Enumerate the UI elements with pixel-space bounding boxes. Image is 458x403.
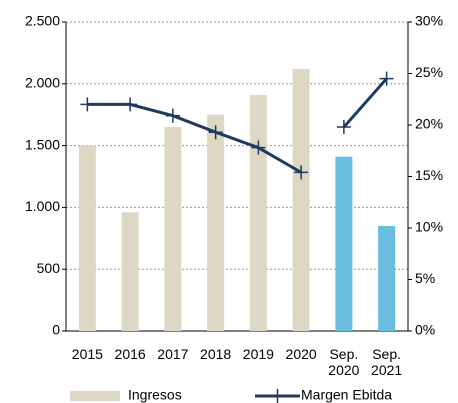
x-tick-label: Sep. 2020	[328, 346, 360, 378]
x-tick-label: 2019	[242, 346, 274, 362]
marker	[294, 165, 309, 180]
bar	[249, 94, 267, 331]
marker	[80, 97, 95, 112]
y2-tick-label: 10%	[415, 219, 443, 235]
y2-tick-label: 30%	[415, 13, 443, 29]
y-tick-label: 0	[52, 322, 60, 338]
marker	[336, 120, 351, 135]
y-tick-label: 1.000	[25, 198, 60, 214]
y-tick-label: 500	[37, 260, 61, 276]
legend-swatch	[70, 391, 120, 401]
x-tick-label: 2018	[200, 346, 232, 362]
marker	[251, 140, 266, 155]
y-tick-label: 1.500	[25, 136, 60, 152]
y2-tick-label: 25%	[415, 64, 443, 80]
x-tick-label: 2017	[157, 346, 189, 362]
y2-tick-label: 20%	[415, 116, 443, 132]
y2-tick-label: 5%	[415, 270, 435, 286]
bar	[78, 145, 96, 331]
x-tick-label: 2015	[71, 346, 103, 362]
bar	[207, 114, 225, 331]
legend-marker	[270, 389, 285, 403]
marker	[123, 97, 138, 112]
y2-tick-label: 0%	[415, 322, 435, 338]
bar	[335, 156, 353, 331]
y-tick-label: 2.000	[25, 75, 60, 91]
x-tick-label: 2016	[114, 346, 146, 362]
bar	[378, 225, 396, 331]
line	[87, 102, 302, 174]
bar	[292, 68, 310, 331]
marker	[165, 108, 180, 123]
legend-label: Ingresos	[128, 387, 182, 403]
y2-tick-label: 15%	[415, 167, 443, 183]
bar	[121, 212, 139, 331]
legend-label: Margen Ebitda	[301, 387, 392, 403]
marker	[379, 71, 394, 86]
x-tick-label: Sep. 2021	[371, 346, 403, 378]
marker	[208, 125, 223, 140]
bar	[164, 127, 182, 331]
line	[342, 77, 388, 129]
x-tick-label: 2020	[285, 346, 317, 362]
y-tick-label: 2.500	[25, 13, 60, 29]
